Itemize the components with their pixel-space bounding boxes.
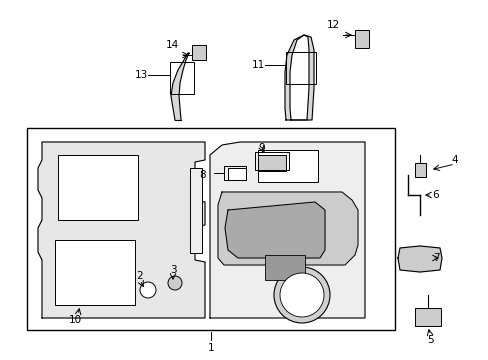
Text: 6: 6 [432, 190, 438, 200]
Bar [227, 168, 245, 180]
Polygon shape [171, 53, 189, 120]
Bar [414, 163, 425, 177]
Bar [27, 128, 394, 330]
Text: 10: 10 [68, 315, 81, 325]
Circle shape [168, 276, 182, 290]
Text: 14: 14 [165, 40, 178, 50]
Polygon shape [218, 192, 357, 265]
Bar [170, 62, 194, 94]
Circle shape [280, 273, 324, 317]
Polygon shape [224, 202, 325, 258]
Text: 1: 1 [207, 343, 214, 353]
Bar [258, 150, 317, 182]
Text: 3: 3 [169, 265, 176, 275]
Text: 13: 13 [135, 70, 148, 80]
Polygon shape [209, 142, 364, 318]
Text: 5: 5 [426, 335, 432, 345]
Bar [192, 45, 205, 60]
Text: 8: 8 [199, 170, 205, 180]
Text: 4: 4 [451, 155, 457, 165]
Bar [414, 308, 440, 326]
Polygon shape [285, 35, 313, 120]
Bar [354, 30, 368, 48]
Circle shape [140, 282, 156, 298]
Bar [264, 255, 305, 280]
Text: 9: 9 [258, 143, 264, 153]
Bar [258, 155, 285, 171]
Bar [55, 240, 135, 305]
Bar [190, 168, 202, 253]
Polygon shape [397, 246, 441, 272]
Circle shape [273, 267, 329, 323]
Text: 11: 11 [251, 60, 264, 70]
Text: 12: 12 [325, 20, 339, 30]
Polygon shape [38, 142, 204, 318]
Bar [254, 152, 288, 170]
Text: 7: 7 [432, 253, 438, 263]
Bar [224, 166, 245, 180]
Text: 2: 2 [137, 271, 143, 281]
Bar [285, 52, 315, 84]
Bar [58, 155, 138, 220]
